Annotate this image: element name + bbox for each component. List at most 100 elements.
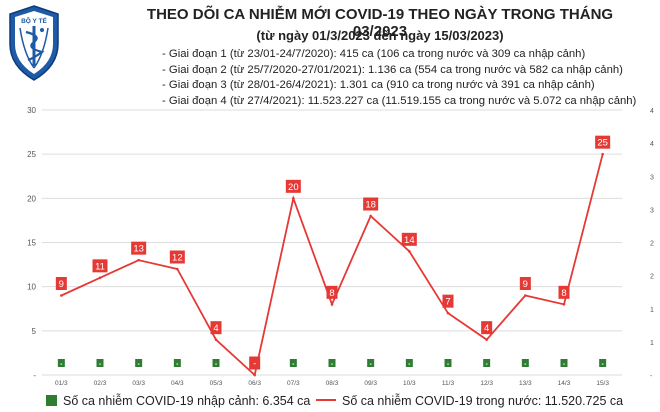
domestic-point-label-box: [210, 321, 222, 335]
chart-title: THEO DÕI CA NHIỄM MỚI COVID-19 THEO NGÀY…: [146, 6, 614, 40]
imported-bar-label: -: [60, 361, 63, 368]
imported-bar-label: -: [408, 361, 411, 368]
domestic-point-label-box: [595, 135, 611, 149]
phase-4-summary: - Giai đoạn 4 (từ 27/4/2021): 11.523.227…: [162, 94, 637, 107]
domestic-point-label: 4: [213, 323, 218, 334]
phase-2-summary: - Giai đoạn 2 (từ 25/7/2020-27/01/2021):…: [162, 63, 623, 76]
x-tick-label: 11/3: [442, 380, 455, 387]
domestic-point-label: -: [253, 359, 256, 370]
domestic-cases-point: [253, 373, 256, 377]
imported-bar-label-box: [560, 359, 568, 367]
y-left-tick-label: 10: [27, 283, 36, 292]
domestic-cases-point: [485, 338, 488, 341]
imported-bar-label-box: [173, 359, 181, 367]
y-right-tick-label: 2: [650, 274, 654, 281]
chart-subtitle: (từ ngày 01/3/2023 đến ngày 15/03/2023): [256, 28, 504, 43]
y-right-tick-label: -: [650, 373, 653, 380]
phase-1-summary: - Giai đoạn 1 (từ 23/01-24/7/2020): 415 …: [162, 48, 586, 60]
domestic-point-label-box: [442, 294, 454, 308]
imported-bar-label-box: [96, 359, 104, 367]
imported-bar-label: -: [99, 361, 102, 368]
svg-text:BỘ Y TẾ: BỘ Y TẾ: [21, 15, 47, 25]
x-tick-label: 02/3: [94, 380, 107, 387]
domestic-point-label-box: [131, 241, 147, 255]
y-right-tick-label: 4: [650, 141, 654, 148]
y-right-tick-label: 1: [650, 340, 654, 347]
y-right-tick-label: 2: [650, 241, 654, 248]
x-tick-label: 09/3: [364, 380, 377, 387]
x-tick-label: 06/3: [248, 380, 261, 387]
y-right-tick-label: 3: [650, 174, 654, 181]
imported-bar-label: -: [331, 361, 334, 368]
domestic-point-label-box: [519, 277, 531, 290]
domestic-cases-point: [98, 276, 102, 280]
domestic-cases-point: [562, 303, 566, 306]
y-left-tick-label: 5: [32, 327, 37, 336]
domestic-cases-point: [330, 303, 334, 306]
imported-bar-label: -: [215, 361, 218, 368]
imported-bar-label: -: [369, 361, 372, 368]
domestic-cases-point: [176, 267, 179, 271]
imported-bar-label: -: [176, 361, 179, 368]
imported-bar-label-box: [289, 359, 297, 367]
domestic-point-label: 8: [329, 288, 334, 299]
imported-bar-label-box: [599, 359, 607, 367]
y-left-tick-label: -: [33, 371, 36, 380]
imported-bar-label-box: [212, 359, 220, 367]
phase-summary-list: - Giai đoạn 1 (từ 23/01-24/7/2020): 415 …: [162, 47, 652, 109]
domestic-point-label-box: [55, 277, 67, 290]
x-tick-label: 01/3: [55, 380, 68, 387]
y-right-tick-label: 3: [650, 207, 654, 214]
y-left-tick-label: 20: [27, 194, 36, 203]
imported-bar-label-box: [405, 359, 413, 367]
domestic-point-label: 13: [133, 244, 144, 255]
domestic-point-label: 14: [404, 235, 415, 246]
domestic-cases-point: [60, 294, 63, 297]
x-tick-label: 05/3: [210, 380, 223, 387]
imported-bar-label-box: [57, 359, 65, 367]
domestic-point-label: 12: [172, 253, 183, 264]
domestic-point-label-box: [285, 179, 301, 193]
imported-bar-label: -: [524, 361, 527, 368]
domestic-point-label-box: [558, 285, 570, 299]
domestic-cases-line: [60, 153, 604, 377]
x-tick-label: 07/3: [287, 380, 300, 387]
y-right-tick-label: 4: [650, 108, 654, 115]
domestic-point-label: 7: [445, 297, 450, 308]
domestic-cases-point: [408, 250, 411, 253]
domestic-point-label: 18: [365, 200, 376, 211]
x-tick-label: 12/3: [480, 380, 493, 387]
x-tick-label: 08/3: [326, 380, 339, 387]
legend-domestic-label: Số ca nhiễm COVID-19 trong nước: 11.520.…: [342, 394, 624, 408]
domestic-point-label-box: [401, 232, 417, 246]
y-left-tick-label: 15: [27, 239, 36, 248]
imported-bar-label-box: [135, 359, 143, 367]
y-left-tick-label: 30: [27, 106, 36, 115]
domestic-point-label: 9: [59, 279, 64, 290]
domestic-point-label-box: [249, 356, 261, 370]
imported-bar-label-box: [521, 359, 529, 367]
legend-bar-swatch: [46, 395, 57, 406]
legend-line-swatch: [316, 399, 336, 401]
domestic-cases-point: [601, 152, 604, 156]
imported-bar-label: -: [601, 361, 604, 368]
x-tick-label: 13/3: [519, 380, 532, 387]
imported-bar-label-box: [367, 359, 375, 367]
domestic-cases-point: [137, 258, 140, 262]
imported-bar-label: -: [563, 361, 566, 368]
imported-bar-label-box: [444, 359, 452, 367]
domestic-cases-point: [446, 311, 450, 315]
imported-bar-label: -: [485, 361, 488, 368]
ministry-of-health-logo: BỘ Y TẾ: [9, 5, 59, 81]
x-tick-label: 03/3: [132, 380, 145, 387]
imported-bar-label-box: [328, 359, 336, 367]
x-tick-label: 04/3: [171, 380, 184, 387]
y-right-tick-label: 1: [650, 307, 654, 314]
y-left-tick-label: 25: [27, 150, 36, 159]
domestic-point-label-box: [169, 250, 185, 264]
imported-bar-label: -: [292, 361, 295, 368]
domestic-cases-point: [369, 214, 372, 218]
imported-bar-label: -: [137, 361, 140, 368]
domestic-point-label-box: [326, 285, 338, 299]
